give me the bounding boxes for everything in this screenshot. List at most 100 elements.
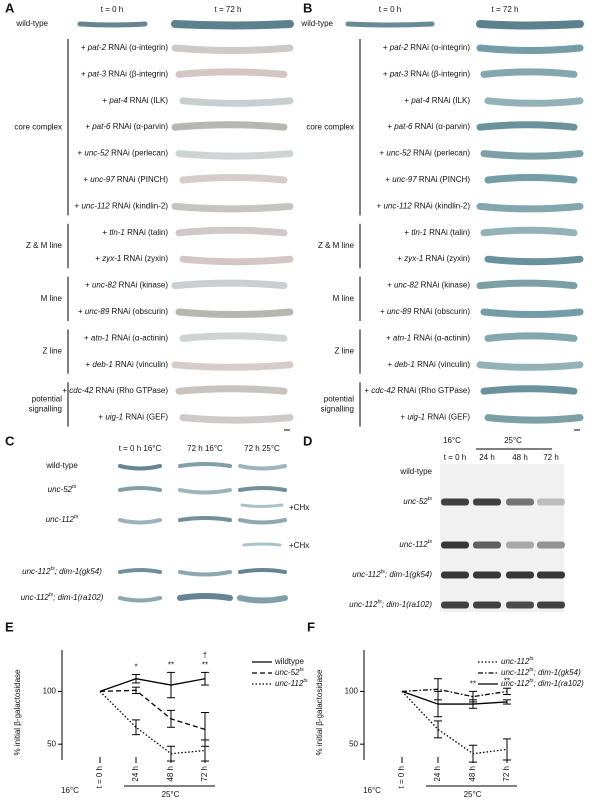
- worm-image: [480, 226, 578, 237]
- worm-image: [171, 121, 288, 131]
- blot-band: [506, 571, 534, 579]
- blot-band: [473, 498, 501, 506]
- worm-image: [179, 174, 288, 184]
- text-part: ; dim-1(gk54): [534, 668, 581, 677]
- text-part: +: [404, 228, 411, 237]
- text-part: RNAi (obscurin): [109, 307, 168, 316]
- text-part: pat-2: [389, 43, 409, 52]
- text-part: cdc-42: [69, 386, 94, 395]
- row-label: + cdc-42 RNAi (Rho GTPase): [62, 386, 168, 395]
- significance-mark: *: [134, 663, 137, 672]
- text-part: +: [84, 334, 91, 343]
- row-label: + unc-52 RNAi (perlecan): [379, 149, 470, 158]
- row-label: unc-112ts; dim-1(gk54): [352, 569, 432, 579]
- text-part: ts: [529, 667, 534, 673]
- text-part: +: [98, 413, 105, 422]
- worm-image: [171, 20, 294, 30]
- text-part: unc-112: [275, 679, 304, 688]
- blot-band: [537, 601, 565, 609]
- text-part: unc-52: [48, 485, 73, 494]
- chx-label: +CHx: [289, 541, 309, 550]
- temperature: 16°C: [61, 786, 79, 795]
- row-label: + unc-112 RNAi (kindlin-2): [75, 202, 169, 211]
- text-part: +: [102, 228, 109, 237]
- text-part: RNAi (PINCH): [115, 175, 169, 184]
- worm-image: [179, 414, 294, 424]
- worm-image: [240, 503, 284, 508]
- worm-image: [175, 226, 288, 237]
- text-part: ; dim-1(gk54): [385, 570, 432, 579]
- text-part: RNAi (kinase): [116, 281, 168, 290]
- column-header: t = 0 h: [101, 5, 123, 14]
- group-label: Z & M line: [26, 241, 63, 250]
- row-label: + pat-4 RNAi (ILK): [404, 96, 470, 105]
- text-part: RNAi (ILK): [430, 96, 471, 105]
- worm-image: [238, 486, 287, 492]
- text-part: +: [364, 386, 371, 395]
- text-part: ts: [428, 539, 433, 545]
- group-label: M line: [41, 294, 63, 303]
- row-label: + atn-1 RNAi (α-actinin): [386, 334, 470, 343]
- text-part: +: [383, 43, 390, 52]
- y-axis-title: % initial β-galactosidase: [315, 669, 324, 756]
- blot-band: [537, 571, 565, 579]
- text-part: RNAi (talin): [427, 228, 470, 237]
- worm-image: [484, 414, 584, 424]
- text-part: ts: [529, 656, 534, 662]
- text-part: pat-2: [87, 43, 107, 52]
- text-part: unc-82: [92, 281, 117, 290]
- text-part: pat-6: [393, 122, 413, 131]
- text-part: ts: [381, 569, 386, 575]
- text-part: +: [386, 334, 393, 343]
- worm-image: [118, 486, 162, 492]
- worm-image: [175, 308, 294, 318]
- error-bar: [503, 738, 511, 761]
- text-part: ts: [303, 678, 308, 684]
- text-part: RNAi (perlecan): [109, 149, 168, 158]
- text-part: +: [85, 281, 92, 290]
- text-part: RNAi (β-integrin): [106, 70, 168, 79]
- text-part: atn-1: [393, 334, 411, 343]
- group-label: M line: [333, 294, 355, 303]
- column-header: t = 0 h 16°C: [119, 444, 162, 453]
- worm-image: [484, 97, 584, 107]
- text-part: RNAi (ILK): [128, 96, 169, 105]
- worm-image: [476, 121, 578, 131]
- worm-image: [118, 518, 162, 525]
- text-part: +: [404, 96, 411, 105]
- row-label: + unc-82 RNAi (kinase): [85, 281, 168, 290]
- worm-image: [171, 279, 288, 290]
- text-part: unc-112: [352, 570, 381, 579]
- text-part: RNAi (vinculin): [415, 360, 470, 369]
- y-tick-label: 50: [47, 739, 56, 748]
- text-part: RNAi (α-integrin): [408, 43, 470, 52]
- group-label: core complex: [14, 122, 62, 131]
- text-part: unc-112: [46, 515, 75, 524]
- worm-image: [476, 202, 584, 213]
- blot-band: [441, 571, 469, 579]
- text-part: ts: [377, 599, 382, 605]
- row-label: wild-type: [15, 19, 48, 28]
- text-part: +: [387, 281, 394, 290]
- column-header: 72 h 25°C: [244, 444, 280, 453]
- row-label: + deb-1 RNAi (vinculin): [86, 360, 169, 369]
- row-label: wild-type: [300, 19, 333, 28]
- worm-image: [480, 308, 584, 318]
- text-part: RNAi (kindlin-2): [110, 202, 169, 211]
- text-part: RNAi (obscurin): [411, 307, 470, 316]
- worm-image: [238, 464, 287, 471]
- text-part: wildtype: [274, 657, 304, 666]
- error-bar: [201, 671, 209, 686]
- time-header: t = 0 h: [444, 453, 466, 462]
- panel-label: E: [5, 619, 14, 634]
- worm-image: [242, 542, 282, 547]
- worm-image: [118, 596, 162, 603]
- worm-image: [476, 44, 584, 54]
- worm-image: [476, 20, 584, 30]
- worm-image: [238, 518, 287, 525]
- text-part: unc-89: [85, 307, 110, 316]
- group-label: signalling: [29, 405, 62, 414]
- text-part: RNAi (β-integrin): [408, 70, 470, 79]
- error-bar: [469, 699, 477, 709]
- worm-image: [177, 593, 233, 601]
